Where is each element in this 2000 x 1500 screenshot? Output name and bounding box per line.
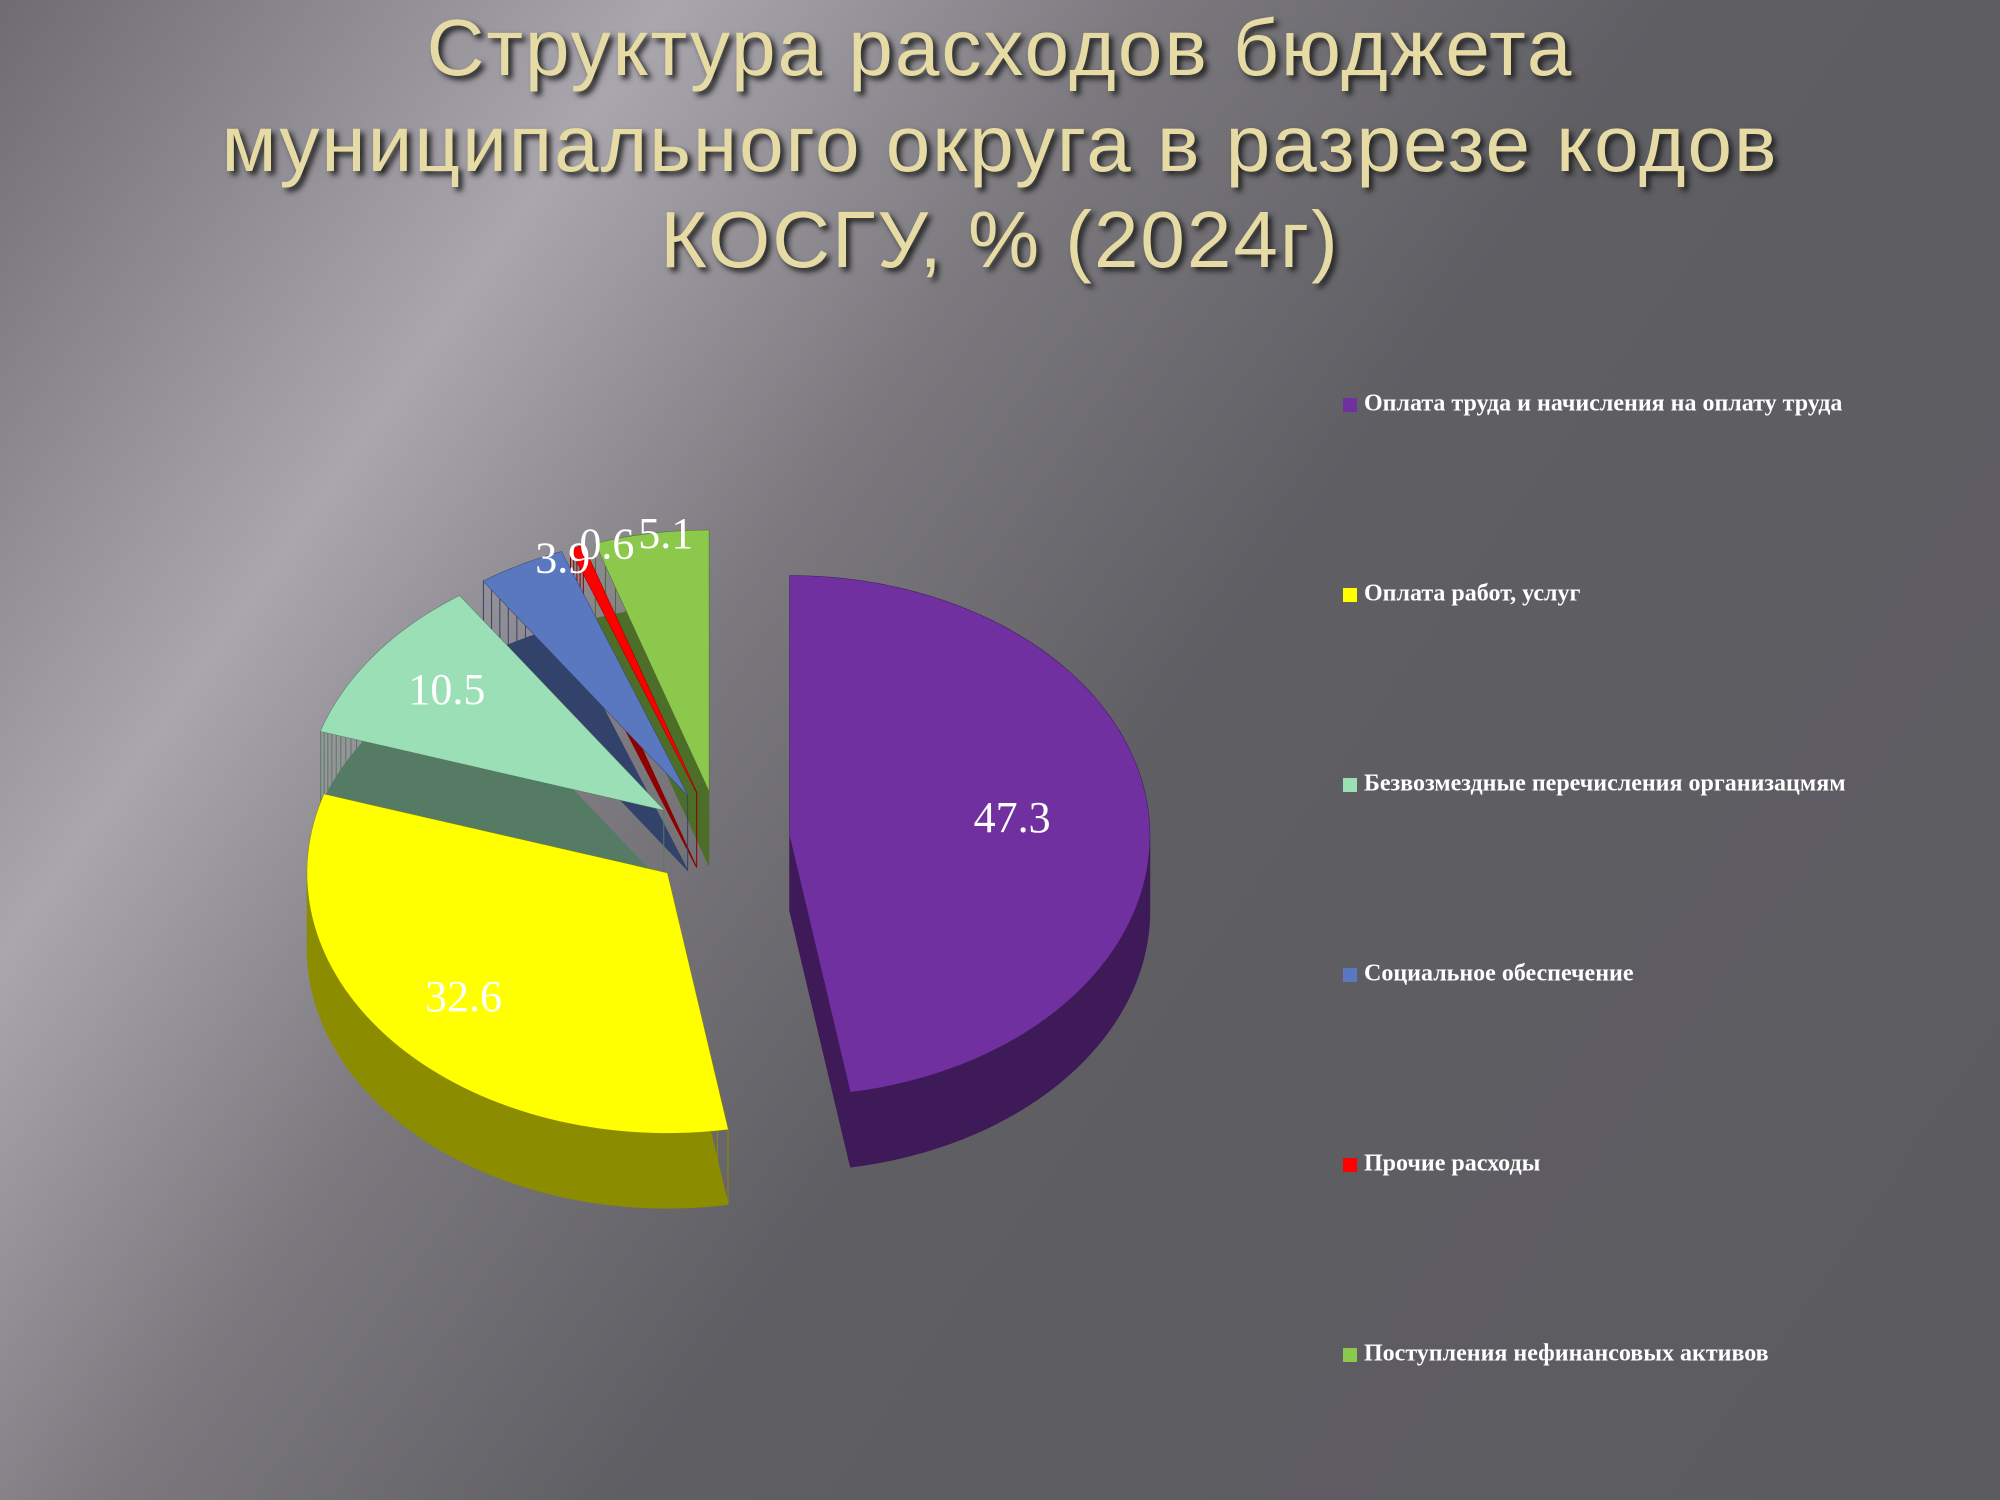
slice-top [595, 530, 709, 791]
legend-swatch [1343, 778, 1357, 792]
data-label: 0.6 [579, 520, 634, 569]
slice-top [320, 595, 664, 810]
chart-title: Структура расходов бюджета муниципальног… [221, 3, 1779, 284]
slice-top [789, 575, 1150, 1092]
legend-label: Прочие расходы [1364, 1151, 1541, 1177]
data-label: 47.3 [974, 793, 1051, 842]
legend-swatch [1343, 588, 1357, 602]
legend-label: Безвозмездные перечисления организацмям [1364, 771, 1846, 797]
legend-label: Поступления нефинансовых активов [1364, 1341, 1769, 1367]
data-label: 10.5 [408, 665, 485, 714]
pie-slice [789, 575, 1151, 1168]
slice-top [570, 545, 697, 793]
data-label: 5.1 [638, 509, 693, 558]
legend-label: Социальное обеспечение [1364, 961, 1634, 987]
legend-label: Оплата труда и начисления на оплату труд… [1364, 391, 1842, 417]
legend-swatch [1343, 1158, 1357, 1172]
data-label: 3.9 [535, 534, 590, 583]
legend-swatch [1343, 1348, 1357, 1362]
pie-slice [306, 793, 729, 1209]
legend-label: Оплата работ, услуг [1364, 581, 1581, 607]
legend-swatch [1343, 968, 1357, 982]
data-label: 32.6 [425, 972, 502, 1021]
slice-top [307, 794, 728, 1134]
slice-top [483, 551, 688, 796]
legend-swatch [1343, 398, 1357, 412]
